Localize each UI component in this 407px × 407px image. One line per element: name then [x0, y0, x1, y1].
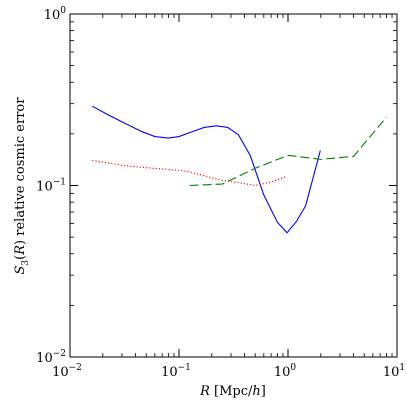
series-line-solid: [91, 105, 321, 234]
plot-frame: [69, 13, 398, 358]
y-tick-label: 10−1: [36, 178, 66, 195]
x-axis-label: R [Mpc/h]: [199, 384, 266, 399]
y-tick-label: 100: [44, 6, 67, 23]
y-tick-labels: 10−2 10−1 100: [36, 6, 66, 366]
x-tick-label: 101: [383, 363, 405, 380]
series-line-dashed: [189, 116, 387, 187]
major-ticks: [69, 13, 398, 358]
x-tick-labels: 10−2 10−1 100 101: [52, 363, 405, 380]
y-tick-label: 10−2: [36, 349, 66, 366]
series-layer: [91, 105, 387, 234]
x-tick-label: 10−2: [52, 363, 82, 380]
x-tick-label: 10−1: [161, 363, 191, 380]
minor-ticks: [70, 14, 397, 357]
y-axis-label: S3(R) relative cosmic error: [13, 97, 31, 275]
x-tick-label: 100: [274, 363, 297, 380]
series-line-dotted: [92, 159, 288, 187]
